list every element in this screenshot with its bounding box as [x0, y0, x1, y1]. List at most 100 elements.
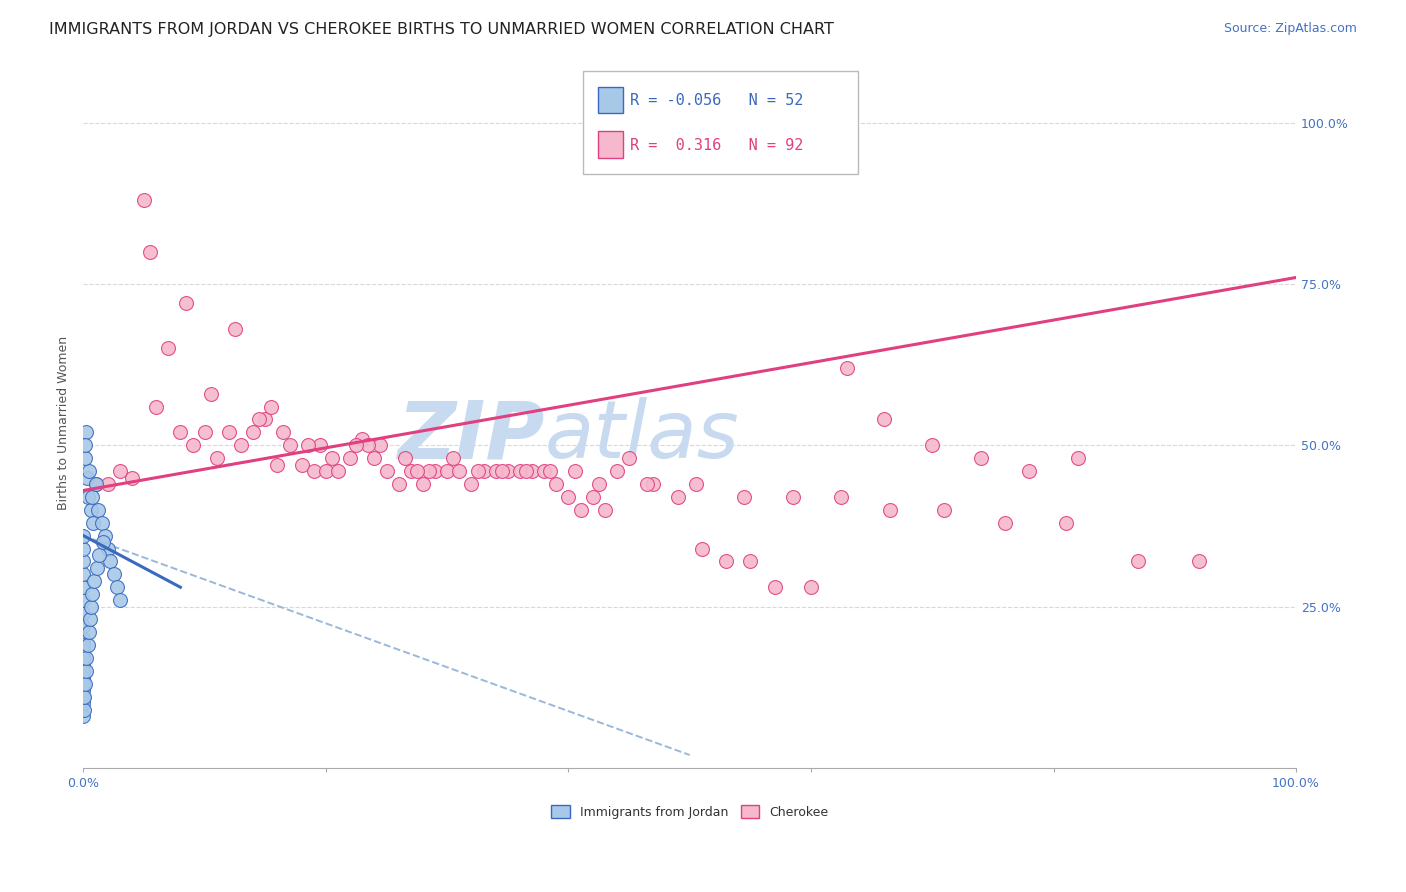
Point	[72, 657, 94, 672]
Point	[308, 438, 330, 452]
Point	[72, 638, 94, 652]
Point	[72, 593, 94, 607]
Point	[830, 490, 852, 504]
Point	[73, 677, 96, 691]
Point	[266, 458, 288, 472]
Point	[72, 606, 94, 620]
Point	[87, 503, 110, 517]
Point	[485, 464, 508, 478]
Point	[278, 438, 301, 452]
Point	[297, 438, 319, 452]
Point	[103, 567, 125, 582]
Point	[72, 677, 94, 691]
Point	[86, 561, 108, 575]
Point	[460, 477, 482, 491]
Point	[72, 541, 94, 556]
Text: Source: ZipAtlas.com: Source: ZipAtlas.com	[1223, 22, 1357, 36]
Point	[690, 541, 713, 556]
Point	[72, 664, 94, 678]
Point	[837, 360, 859, 375]
Point	[145, 400, 167, 414]
Point	[97, 477, 120, 491]
Point	[72, 580, 94, 594]
Point	[879, 503, 901, 517]
Point	[733, 490, 755, 504]
Point	[934, 503, 956, 517]
Point	[254, 412, 277, 426]
Point	[509, 464, 531, 478]
Point	[80, 490, 103, 504]
Point	[75, 438, 97, 452]
Point	[169, 425, 191, 440]
Point	[399, 464, 422, 478]
Point	[405, 464, 427, 478]
Point	[77, 490, 100, 504]
Point	[229, 438, 252, 452]
Point	[491, 464, 513, 478]
Point	[108, 593, 131, 607]
Point	[1018, 464, 1040, 478]
Point	[72, 528, 94, 542]
Point	[291, 458, 314, 472]
Point	[72, 567, 94, 582]
Point	[218, 425, 240, 440]
Point	[763, 580, 786, 594]
Point	[72, 645, 94, 659]
Point	[75, 425, 97, 440]
Point	[91, 535, 114, 549]
Point	[994, 516, 1017, 530]
Point	[344, 438, 367, 452]
Point	[352, 432, 374, 446]
Point	[685, 477, 707, 491]
Point	[740, 554, 762, 568]
Point	[582, 490, 605, 504]
Point	[606, 464, 628, 478]
Point	[205, 451, 228, 466]
Point	[873, 412, 896, 426]
Point	[72, 709, 94, 723]
Point	[357, 438, 380, 452]
Point	[242, 425, 264, 440]
Point	[441, 451, 464, 466]
Point	[636, 477, 658, 491]
Point	[247, 412, 270, 426]
Point	[72, 697, 94, 711]
Point	[72, 683, 94, 698]
Point	[72, 619, 94, 633]
Point	[79, 464, 101, 478]
Point	[79, 613, 101, 627]
Point	[90, 516, 112, 530]
Point	[394, 451, 416, 466]
Point	[84, 477, 107, 491]
Point	[72, 554, 94, 568]
Text: R = -0.056   N = 52: R = -0.056 N = 52	[630, 94, 803, 108]
Point	[412, 477, 434, 491]
Text: IMMIGRANTS FROM JORDAN VS CHEROKEE BIRTHS TO UNMARRIED WOMEN CORRELATION CHART: IMMIGRANTS FROM JORDAN VS CHEROKEE BIRTH…	[49, 22, 834, 37]
Point	[538, 464, 561, 478]
Point	[436, 464, 458, 478]
Point	[643, 477, 665, 491]
Point	[108, 464, 131, 478]
Point	[224, 322, 246, 336]
Point	[94, 528, 117, 542]
Point	[84, 477, 107, 491]
Point	[569, 503, 592, 517]
Point	[97, 541, 120, 556]
Point	[273, 425, 295, 440]
Point	[105, 580, 128, 594]
Y-axis label: Births to Unmarried Women: Births to Unmarried Women	[58, 335, 70, 509]
Point	[375, 464, 398, 478]
Text: R =  0.316   N = 92: R = 0.316 N = 92	[630, 138, 803, 153]
Point	[321, 451, 343, 466]
Point	[181, 438, 204, 452]
Point	[1054, 516, 1077, 530]
Point	[139, 244, 162, 259]
Point	[363, 451, 385, 466]
Point	[83, 574, 105, 588]
Point	[921, 438, 943, 452]
Point	[121, 470, 143, 484]
Point	[782, 490, 804, 504]
Point	[1128, 554, 1150, 568]
Point	[388, 477, 411, 491]
Point	[1188, 554, 1211, 568]
